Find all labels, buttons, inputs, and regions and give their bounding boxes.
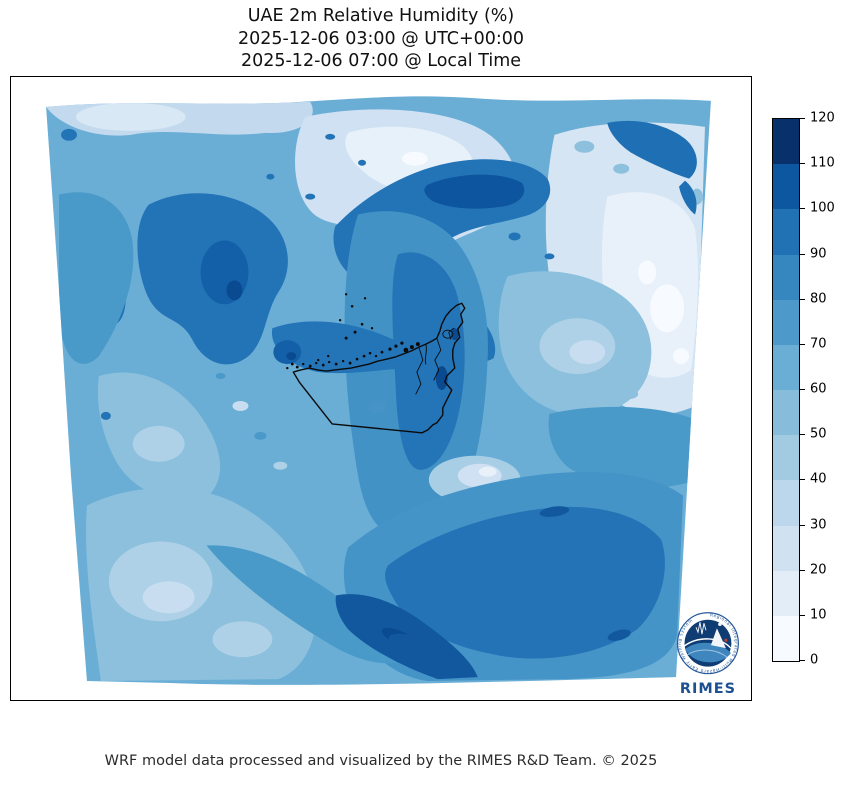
colorbar-tick-mark [800, 253, 805, 255]
humidity-contour-map: Regional Integrated Multi-Hazard Early W… [46, 96, 739, 697]
colorbar-tick-mark [800, 298, 805, 300]
colorbar-tick-mark [800, 208, 805, 210]
colorbar-segment [773, 209, 799, 255]
footer-credit: WRF model data processed and visualized … [104, 753, 658, 769]
page-title: UAE 2m Relative Humidity (%) [247, 6, 515, 26]
colorbar-segment [773, 299, 799, 345]
colorbar-tick-mark [800, 389, 805, 390]
colorbar-tick-label: 80 [810, 291, 827, 307]
colorbar-segment [773, 435, 799, 481]
title-block: UAE 2m Relative Humidity (%) 2025-12-06 … [10, 5, 752, 73]
colorbar-segment [773, 480, 799, 526]
colorbar-segment [773, 164, 799, 210]
colorbar-tick-label: 40 [810, 471, 827, 487]
colorbar-tick-label: 100 [810, 200, 835, 216]
colorbar-tick-mark [800, 569, 805, 571]
colorbar-tick-label: 0 [810, 652, 819, 668]
colorbar-tick-label: 60 [810, 381, 827, 397]
colorbar-segment [773, 390, 799, 436]
colorbar-tick-label: 20 [810, 562, 827, 578]
colorbar-tick-mark [800, 434, 805, 436]
subtitle-local: 2025-12-06 07:00 @ Local Time [240, 51, 522, 71]
colorbar-tick-mark [800, 614, 805, 616]
contour-fill-layers [46, 96, 711, 685]
colorbar-tick-label: 70 [810, 336, 827, 352]
colorbar-segments [773, 119, 799, 662]
colorbar-segment [773, 570, 799, 616]
colorbar-tick-label: 30 [810, 517, 827, 532]
colorbar-segment [773, 615, 799, 662]
colorbar-tick-label: 90 [810, 246, 827, 261]
logo-red-accent [724, 638, 728, 642]
colorbar-tick-label: 50 [810, 426, 827, 442]
logo-sail-dot [718, 622, 722, 627]
colorbar-tick-mark [800, 479, 805, 481]
colorbar-segment [773, 344, 799, 391]
map-axes-frame: Regional Integrated Multi-Hazard Early W… [10, 76, 752, 701]
coastal-islands [286, 293, 420, 370]
colorbar-tick-mark [800, 343, 805, 345]
colorbar-segment [773, 254, 799, 300]
logo-seismogram-icon [695, 622, 707, 635]
uae-border-outline [292, 302, 466, 434]
colorbar-tick-mark [800, 524, 805, 526]
colorbar-segment [773, 119, 799, 165]
colorbar [772, 118, 800, 662]
subtitle-utc: 2025-12-06 03:00 @ UTC+00:00 [237, 28, 525, 49]
colorbar-tick-mark [800, 163, 805, 165]
rimes-logo: Regional Integrated Multi-Hazard Early W… [676, 612, 739, 697]
logo-wave-crest-2 [686, 649, 728, 658]
logo-sail [710, 628, 726, 649]
colorbar-tick-label: 120 [810, 110, 835, 126]
logo-wave [685, 642, 731, 663]
colorbar-tick-label: 10 [810, 607, 827, 623]
rimes-logo-text: RIMES [680, 681, 736, 697]
colorbar-tick-label: 110 [810, 155, 835, 171]
colorbar-segment [773, 525, 799, 571]
logo-wave-crest [683, 638, 732, 649]
colorbar-tick-mark [800, 660, 805, 661]
colorbar-tick-mark [800, 118, 805, 119]
